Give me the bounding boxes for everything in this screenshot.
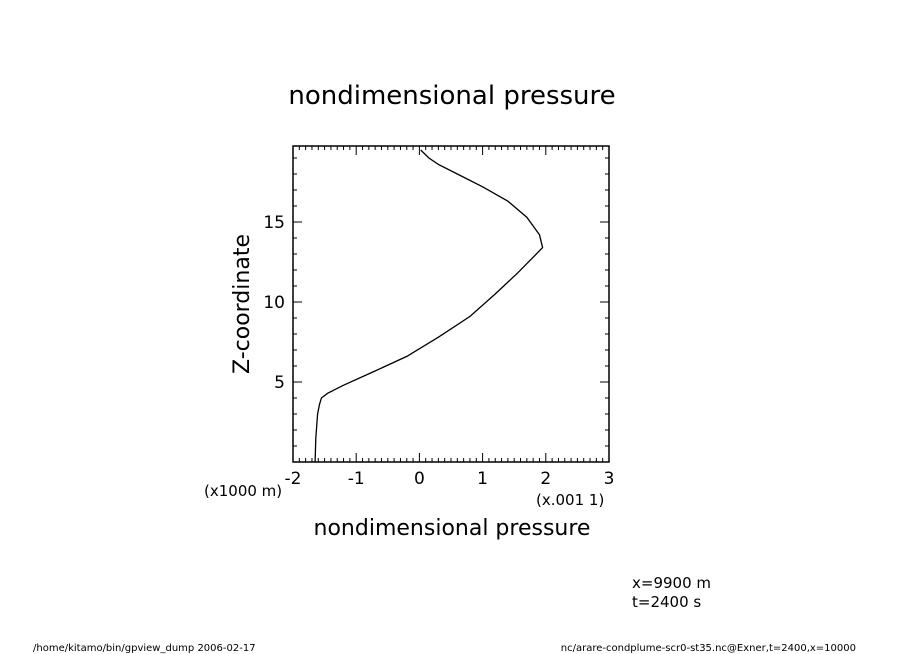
chart-title: nondimensional pressure [288, 81, 615, 111]
x-tick-label: -1 [348, 469, 365, 489]
tick-marks [292, 146, 610, 462]
y-unit-note: (x1000 m) [204, 482, 282, 500]
y-tick-label: 5 [274, 373, 285, 393]
footer-left: /home/kitamo/bin/gpview_dump 2006-02-17 [33, 643, 256, 654]
y-tick-label: 10 [263, 293, 285, 313]
x-tick-label: 1 [477, 469, 488, 489]
y-tick-label: 15 [263, 213, 285, 233]
x-axis-label: nondimensional pressure [314, 516, 591, 541]
x-tick-label: 0 [414, 469, 425, 489]
y-axis-label: Z-coordinate [230, 234, 255, 374]
x-tick-label: -2 [285, 469, 302, 489]
footer-right: nc/arare-condplume-scr0-st35.nc@Exner,t=… [561, 643, 856, 654]
y-tick-labels: 5 10 15 [263, 213, 285, 393]
x-tick-labels: -2 -1 0 1 2 3 [285, 469, 615, 489]
plot-frame [292, 145, 610, 463]
x-unit-note: (x.001 1) [536, 491, 604, 509]
series-line [314, 149, 544, 463]
x-position-note: x=9900 m [632, 574, 711, 592]
x-tick-label: 2 [540, 469, 551, 489]
x-tick-label: 3 [604, 469, 615, 489]
time-note: t=2400 s [632, 593, 701, 611]
